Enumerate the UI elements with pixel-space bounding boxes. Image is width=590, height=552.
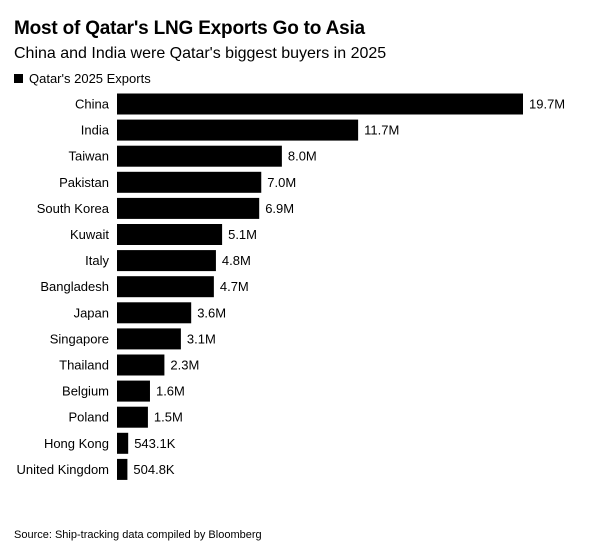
bar: [117, 302, 192, 324]
category-label: Pakistan: [59, 175, 109, 190]
bar: [117, 380, 150, 402]
data-label: 5.1M: [228, 227, 257, 242]
data-label: 7.0M: [267, 175, 296, 190]
category-label: Singapore: [50, 331, 109, 346]
source-note: Source: Ship-tracking data compiled by B…: [14, 529, 262, 541]
category-label: Italy: [85, 253, 109, 268]
data-label: 1.5M: [154, 410, 183, 425]
data-label: 543.1K: [134, 436, 176, 451]
data-label: 8.0M: [288, 149, 317, 164]
bar: [117, 119, 359, 141]
chart-legend: Qatar's 2025 Exports: [14, 71, 151, 86]
bar: [117, 171, 262, 193]
data-label: 11.7M: [364, 123, 399, 138]
data-label: 2.3M: [170, 358, 199, 373]
category-label: Japan: [74, 305, 109, 320]
category-label: South Korea: [37, 201, 110, 216]
bar: [117, 406, 148, 428]
bar: [117, 145, 282, 167]
data-label: 504.8K: [133, 462, 175, 477]
legend-swatch: [14, 74, 23, 83]
data-label: 6.9M: [265, 201, 294, 216]
bar: [117, 432, 129, 454]
data-label: 3.6M: [197, 305, 226, 320]
category-label: China: [75, 97, 110, 112]
bar: [117, 224, 223, 245]
category-label: Taiwan: [69, 149, 109, 164]
category-label: Bangladesh: [40, 279, 109, 294]
category-label: Poland: [69, 410, 109, 425]
category-label: Hong Kong: [44, 436, 109, 451]
bar: [117, 328, 181, 350]
bar: [117, 93, 523, 115]
bar: [117, 458, 128, 480]
category-label: India: [81, 123, 110, 138]
bar: [117, 354, 165, 376]
category-label: United Kingdom: [17, 462, 110, 477]
legend-label: Qatar's 2025 Exports: [29, 71, 151, 86]
category-label: Belgium: [62, 384, 109, 399]
chart-title: Most of Qatar's LNG Exports Go to Asia: [14, 18, 365, 39]
chart-subtitle: China and India were Qatar's biggest buy…: [14, 45, 387, 62]
data-label: 1.6M: [156, 384, 185, 399]
data-label: 4.8M: [222, 253, 251, 268]
bar: [117, 276, 214, 298]
data-label: 19.7M: [529, 97, 565, 112]
category-label: Thailand: [59, 358, 109, 373]
bar: [117, 250, 216, 272]
category-label: Kuwait: [70, 227, 109, 242]
data-label: 3.1M: [187, 331, 216, 346]
bar: [117, 197, 260, 219]
data-label: 4.7M: [220, 279, 249, 294]
